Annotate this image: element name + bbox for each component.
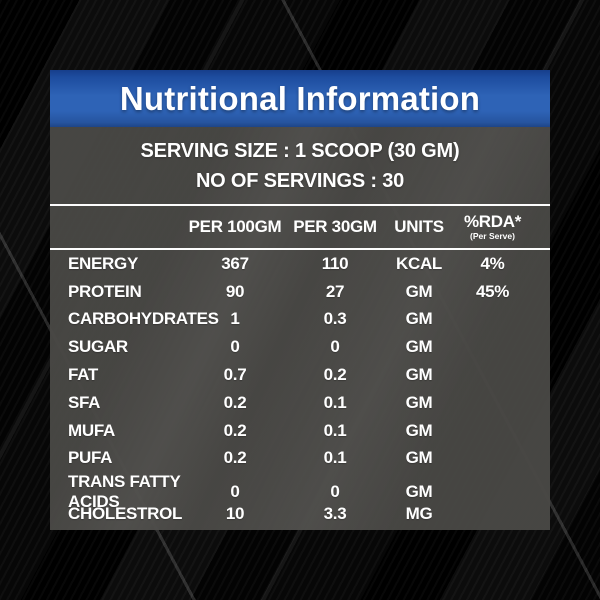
per-100gm-value: 0: [230, 482, 240, 502]
table-row: MUFA 0.2 0.1 GM: [50, 417, 550, 445]
title-bar: Nutritional Information: [50, 70, 550, 127]
table-row: ENERGY 367 110 KCAL 4%: [50, 250, 550, 278]
nutrient-name: FAT: [68, 365, 98, 385]
nutrient-name: PUFA: [68, 448, 113, 468]
table-row: CHOLESTROL 10 3.3 MG: [50, 500, 550, 528]
units-value: GM: [405, 420, 433, 440]
nutrition-facts-panel: Nutritional Information SERVING SIZE : 1…: [50, 70, 550, 530]
divider-below-header: [50, 248, 550, 250]
nutrient-name: MUFA: [68, 420, 115, 440]
units-value: GM: [405, 337, 433, 357]
column-header-units: UNITS: [394, 217, 444, 236]
per-100gm-value: 90: [225, 281, 245, 301]
units-value: GM: [405, 392, 433, 412]
units-value: KCAL: [395, 253, 442, 273]
nutrient-name: PROTEIN: [68, 281, 142, 301]
rda-value: 45%: [475, 281, 510, 301]
table-row: CARBOHYDRATES 1 0.3 GM: [50, 306, 550, 334]
column-header-per-30gm: PER 30GM: [293, 217, 377, 236]
per-30gm-value: 0.1: [323, 448, 347, 468]
table-row: TRANS FATTY ACIDS 0 0 GM: [50, 472, 550, 511]
rda-value: 4%: [480, 253, 505, 273]
per-100gm-value: 0.2: [223, 420, 247, 440]
nutrient-name: CARBOHYDRATES: [68, 309, 219, 329]
table-row: SUGAR 0 0 GM: [50, 333, 550, 361]
per-30gm-value: 0.1: [323, 392, 347, 412]
per-100gm-value: 1: [230, 309, 240, 329]
per-30gm-value: 27: [325, 281, 345, 301]
rda-header-label: %RDA*: [463, 212, 522, 232]
table-header-row: PER 100GM PER 30GM UNITS %RDA* (Per Serv…: [50, 206, 550, 248]
table-row: FAT 0.7 0.2 GM: [50, 361, 550, 389]
per-30gm-value: 0: [330, 337, 340, 357]
per-100gm-value: 0.2: [223, 392, 247, 412]
divider-above-header: [50, 204, 550, 206]
nutrient-name: ENERGY: [68, 253, 138, 273]
per-100gm-value: 0: [230, 337, 240, 357]
table-row: PUFA 0.2 0.1 GM: [50, 445, 550, 473]
page-title: Nutritional Information: [119, 79, 481, 117]
per-30gm-value: 110: [321, 253, 349, 273]
servings-count-text: NO OF SERVINGS : 30: [195, 169, 405, 192]
per-30gm-value: 0: [330, 482, 340, 502]
per-100gm-value: 10: [225, 504, 245, 524]
units-value: GM: [405, 482, 433, 502]
table-row: PROTEIN 90 27 GM 45%: [50, 278, 550, 306]
per-100gm-value: 367: [221, 253, 249, 273]
per-30gm-value: 0.3: [323, 309, 347, 329]
nutrient-name: SUGAR: [68, 337, 128, 357]
nutrient-name: SFA: [68, 392, 101, 412]
table-body: ENERGY 367 110 KCAL 4% PROTEIN 90 27 GM …: [50, 250, 550, 528]
column-header-per-100gm: PER 100GM: [188, 217, 282, 236]
per-30gm-value: 0.1: [323, 420, 347, 440]
per-100gm-value: 0.7: [223, 365, 247, 385]
rda-per-serve-note: (Per Serve): [470, 231, 515, 242]
units-value: GM: [405, 365, 433, 385]
column-header-rda: %RDA* (Per Serve): [453, 213, 532, 241]
per-30gm-value: 0.2: [323, 365, 347, 385]
table-row: SFA 0.2 0.1 GM: [50, 389, 550, 417]
units-value: GM: [405, 448, 433, 468]
serving-info: SERVING SIZE : 1 SCOOP (30 GM) NO OF SER…: [50, 127, 550, 204]
nutrient-name: TRANS FATTY ACIDS: [68, 472, 181, 512]
per-100gm-value: 0.2: [223, 448, 247, 468]
units-value: MG: [405, 504, 433, 524]
units-value: GM: [405, 309, 433, 329]
serving-size-text: SERVING SIZE : 1 SCOOP (30 GM): [140, 139, 460, 162]
nutrient-name: CHOLESTROL: [68, 504, 183, 524]
units-value: GM: [405, 281, 433, 301]
per-30gm-value: 3.3: [323, 504, 347, 524]
